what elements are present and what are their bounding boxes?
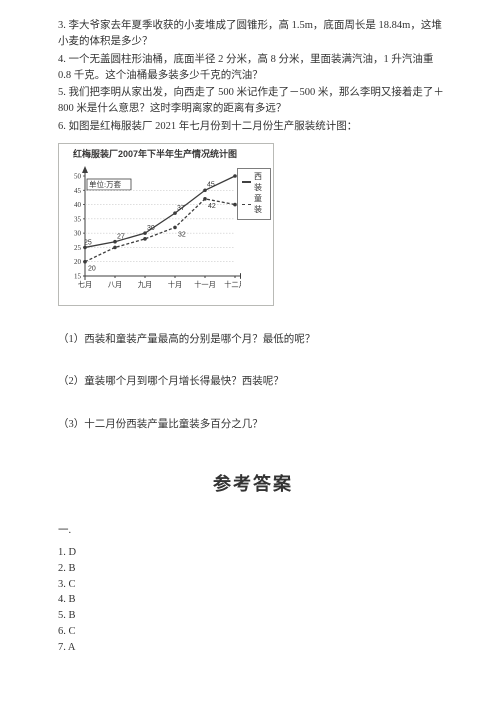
svg-text:27: 27 <box>117 234 125 241</box>
svg-text:十一月: 十一月 <box>194 280 216 289</box>
question-5: 5. 我们把李明从家出发，向西走了 500 米记作走了－500 米，那么李明又接… <box>58 85 448 118</box>
answer-list: 1. D2. B3. C4. B5. B6. C7. A <box>58 545 448 655</box>
svg-text:32: 32 <box>178 231 186 238</box>
legend-item-2: 童装 <box>242 193 266 215</box>
legend-line-solid <box>242 181 251 183</box>
chart-container: 红梅服装厂2007年下半年生产情况统计图 单位:万套15202530354045… <box>58 143 274 306</box>
chart-title: 红梅服装厂2007年下半年生产情况统计图 <box>73 148 271 162</box>
svg-text:20: 20 <box>88 266 96 273</box>
chart-legend: 西装 童装 <box>237 168 271 220</box>
answer-item: 2. B <box>58 561 448 577</box>
question-4: 4. 一个无盖圆柱形油桶，底面半径 2 分米，高 8 分米，里面装满汽油，1 升… <box>58 52 448 85</box>
answer-item: 5. B <box>58 608 448 624</box>
sub-question-1: （1）西装和童装产量最高的分别是哪个月？最低的呢？ <box>58 332 448 348</box>
svg-text:37: 37 <box>177 205 185 212</box>
svg-text:20: 20 <box>74 258 82 266</box>
question-3: 3. 李大爷家去年夏季收获的小麦堆成了圆锥形，高 1.5m，底面周长是 18.8… <box>58 18 448 51</box>
answer-item: 1. D <box>58 545 448 561</box>
svg-text:50: 50 <box>74 172 82 180</box>
svg-text:八月: 八月 <box>108 281 122 289</box>
svg-text:45: 45 <box>207 181 215 188</box>
chart-plot: 单位:万套1520253035404550七月八月九月十月十一月十二月45503… <box>61 164 241 301</box>
svg-text:42: 42 <box>208 203 216 210</box>
sub-question-3: （3）十二月份西装产量比童装多百分之几？ <box>58 417 448 433</box>
answers-heading: 参考答案 <box>58 471 448 499</box>
legend-label-2: 童装 <box>254 193 266 215</box>
svg-text:单位:万套: 单位:万套 <box>89 179 122 189</box>
answer-item: 4. B <box>58 592 448 608</box>
legend-line-dashed <box>242 204 251 205</box>
svg-text:30: 30 <box>147 225 155 232</box>
answer-item: 3. C <box>58 577 448 593</box>
svg-text:十月: 十月 <box>168 280 182 289</box>
answer-item: 7. A <box>58 640 448 656</box>
svg-text:七月: 七月 <box>78 280 92 289</box>
svg-text:35: 35 <box>74 215 82 223</box>
svg-text:30: 30 <box>74 229 82 237</box>
answer-item: 6. C <box>58 624 448 640</box>
svg-text:十二月: 十二月 <box>224 280 241 289</box>
svg-text:40: 40 <box>74 201 82 209</box>
sub-question-2: （2）童装哪个月到哪个月增长得最快？西装呢？ <box>58 374 448 390</box>
svg-text:25: 25 <box>74 244 82 252</box>
question-6: 6. 如图是红梅服装厂 2021 年七月份到十二月份生产服装统计图： <box>58 119 448 135</box>
svg-text:45: 45 <box>74 187 82 195</box>
svg-text:九月: 九月 <box>138 280 152 289</box>
svg-text:15: 15 <box>74 272 82 280</box>
legend-label-1: 西装 <box>254 171 266 193</box>
svg-text:25: 25 <box>84 239 92 246</box>
answer-section-label: 一. <box>58 523 448 539</box>
legend-item-1: 西装 <box>242 171 266 193</box>
